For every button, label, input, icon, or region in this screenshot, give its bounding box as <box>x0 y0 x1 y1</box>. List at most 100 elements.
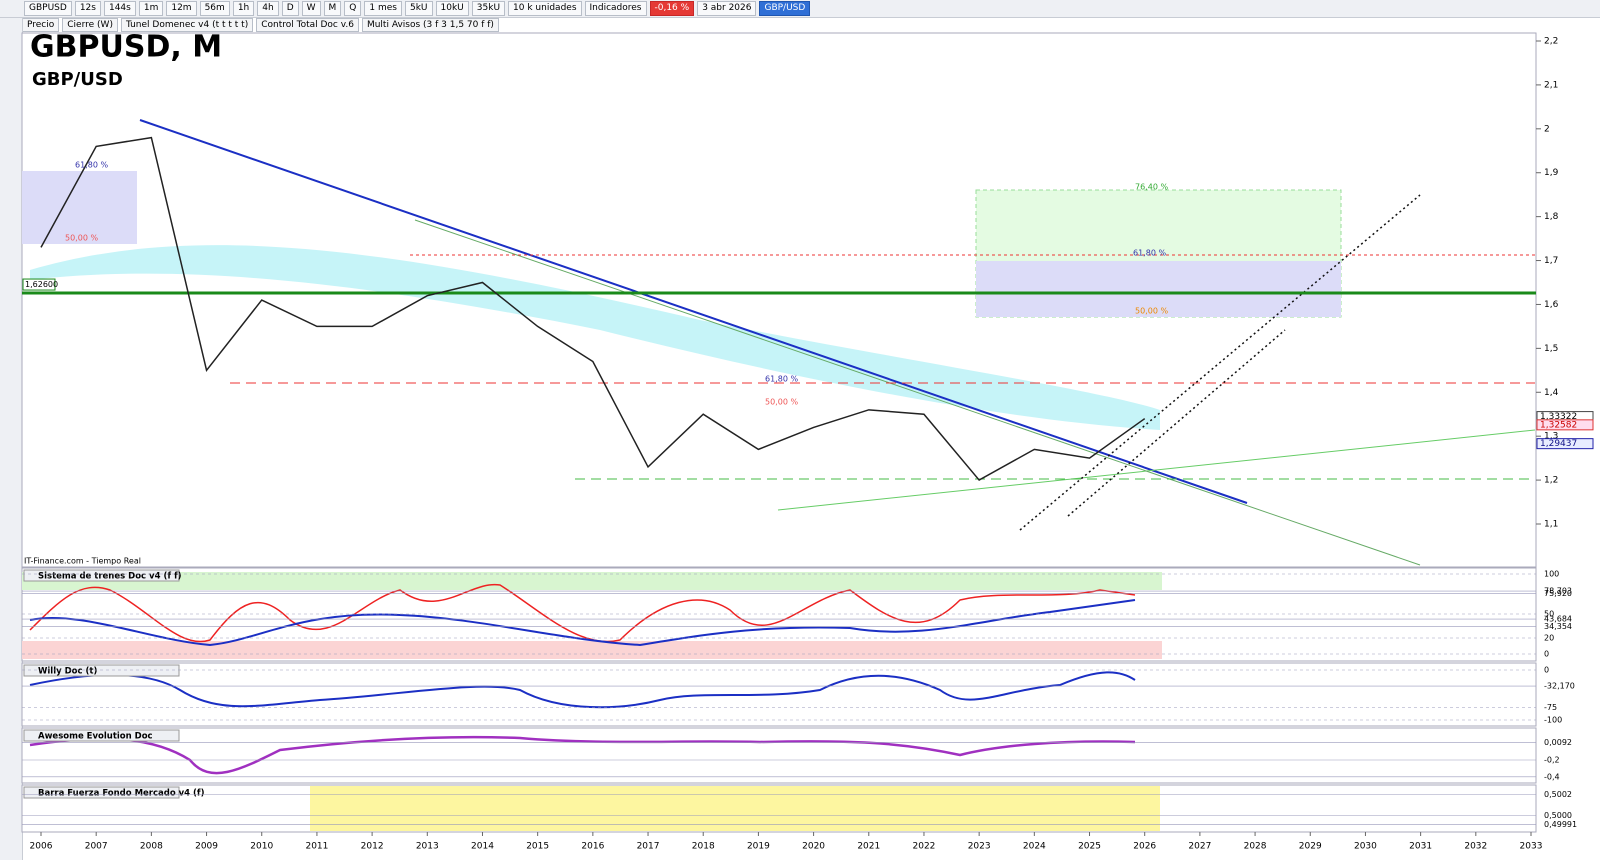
trendline <box>777 429 1536 511</box>
panel-title-bg <box>23 664 180 677</box>
oscillator <box>29 599 1136 647</box>
x-tick-label: 2017 <box>637 842 660 852</box>
price-tag-label: 1,33322 <box>1540 412 1577 422</box>
toolbar-button[interactable]: W <box>301 1 321 16</box>
toolbar-button[interactable]: 1h <box>232 1 255 16</box>
panel-tick-label: -0,4 <box>1544 772 1560 781</box>
fib-label: 50,00 % <box>65 234 98 243</box>
panel-title: Sistema de trenes Doc v4 (f f) <box>38 572 182 582</box>
x-tick-label: 2012 <box>361 842 384 852</box>
panel-tick-label: 20 <box>1544 634 1554 643</box>
level-label: 1,62600 <box>25 280 58 289</box>
level-tag <box>22 278 56 291</box>
oversold-band <box>22 641 1162 659</box>
toolbar-button[interactable]: 144s <box>103 1 136 16</box>
panel-tick-label: 0,5002 <box>1544 790 1572 799</box>
indicator-chip[interactable]: Cierre (W) <box>62 18 118 32</box>
panel-tick-label: 0,0092 <box>1544 738 1572 747</box>
panel-tick-label: 75,920 <box>1544 589 1572 598</box>
x-tick-label: 2024 <box>1023 842 1046 852</box>
panel-tick-label: 0 <box>1544 666 1549 675</box>
panel-title-bg <box>23 786 180 799</box>
x-tick-label: 2020 <box>802 842 825 852</box>
toolbar-button[interactable]: Indicadores <box>584 1 647 16</box>
toolbar-button[interactable]: 4h <box>257 1 279 16</box>
x-tick-label: 2022 <box>913 842 936 852</box>
toolbar-button[interactable]: M <box>323 1 342 16</box>
tunnel <box>30 245 1160 430</box>
fib-label: 61,80 % <box>1133 249 1166 258</box>
price-tag-label: 1,32582 <box>1540 420 1577 430</box>
x-tick-label: 2016 <box>581 842 604 852</box>
y-tick-label: 1,7 <box>1544 256 1558 266</box>
toolbar-button[interactable]: GBPUSD <box>24 1 72 16</box>
fib-label: 61,80 % <box>75 161 108 170</box>
fib-zone <box>22 171 137 244</box>
price-line <box>40 136 1146 482</box>
indicator-chip[interactable]: Tunel Domenec v4 (t t t t t) <box>120 18 254 32</box>
y-tick-label: 1,2 <box>1544 476 1558 486</box>
toolbar-button[interactable]: 1m <box>138 1 164 16</box>
fib-label: 50,00 % <box>765 398 798 407</box>
panel-tick-label: 100 <box>1544 570 1559 579</box>
panel-bg <box>21 727 1537 784</box>
toolbar-button[interactable]: 10 k unidades <box>508 1 582 16</box>
y-tick-label: 1,5 <box>1544 344 1558 354</box>
toolbar-button[interactable]: -0,16 % <box>649 1 695 16</box>
oscillator <box>29 735 1136 775</box>
toolbar-button[interactable]: D <box>281 1 299 16</box>
toolbar-button[interactable]: GBP/USD <box>759 1 811 16</box>
toolbar-button[interactable]: 5kU <box>404 1 433 16</box>
toolbar-button[interactable]: 12s <box>74 1 101 16</box>
y-tick-label: 2 <box>1544 124 1550 134</box>
x-tick-label: 2031 <box>1409 842 1432 852</box>
oscillator <box>29 671 1136 709</box>
panel-tick-label: 34,354 <box>1544 622 1572 631</box>
panel-title: Willy Doc (t) <box>38 667 97 677</box>
toolbar: GBPUSD 12s 144s 1m 12m 56m 1h 4h D W M Q 1 mes 5kU 10k… <box>0 0 1600 18</box>
price-tag <box>1536 438 1594 450</box>
x-tick-label: 2026 <box>1133 842 1156 852</box>
x-tick-label: 2033 <box>1520 842 1543 852</box>
y-tick-label: 2,2 <box>1544 37 1558 47</box>
indicator-bar: Precio Cierre (W) Tunel Domenec v4 (t t t … <box>22 18 499 32</box>
trendline <box>139 119 1248 504</box>
source: IT-Finance.com - Tiempo Real <box>24 557 141 566</box>
panel-title: Barra Fuerza Fondo Mercado v4 (f) <box>38 789 205 799</box>
x-tick-label: 2025 <box>1078 842 1101 852</box>
indicator-chip[interactable]: Multi Avisos (3 f 3 1,5 70 f f) <box>361 18 499 32</box>
panel-tick-label: 0,5000 <box>1544 811 1572 820</box>
toolbar-button[interactable]: 10kU <box>435 1 469 16</box>
panel-tick-label: -75 <box>1544 703 1557 712</box>
price-tag <box>1536 419 1594 431</box>
y-tick-label: 2,1 <box>1544 80 1558 90</box>
trendline <box>414 219 1421 566</box>
x-tick-label: 2010 <box>250 842 273 852</box>
x-tick-label: 2030 <box>1354 842 1377 852</box>
price-tag-label: 1,29437 <box>1540 439 1577 449</box>
chart-title: GBPUSD, M <box>30 30 222 65</box>
fib-label: 61,80 % <box>765 375 798 384</box>
toolbar-button[interactable]: 35kU <box>471 1 506 16</box>
panel-title-bg <box>23 569 180 582</box>
panel-tick-label: 0,49991 <box>1544 820 1577 829</box>
panel-tick-label: -100 <box>1544 716 1562 725</box>
x-tick-label: 2008 <box>140 842 163 852</box>
toolbar-button[interactable]: 1 mes <box>364 1 402 16</box>
x-tick-label: 2009 <box>195 842 218 852</box>
x-tick-label: 2018 <box>692 842 715 852</box>
x-tick-label: 2006 <box>30 842 53 852</box>
x-tick-label: 2011 <box>305 842 328 852</box>
toolbar-button[interactable]: 12m <box>166 1 197 16</box>
x-tick-label: 2029 <box>1299 842 1322 852</box>
fib-zone <box>976 261 1341 317</box>
toolbar-button[interactable]: 3 abr 2026 <box>697 1 757 16</box>
toolbar-button[interactable]: 56m <box>199 1 230 16</box>
panel-title: Awesome Evolution Doc <box>38 732 153 742</box>
x-tick-label: 2019 <box>747 842 770 852</box>
toolbar-button[interactable]: Q <box>344 1 362 16</box>
indicator-chip[interactable]: Control Total Doc v.6 <box>256 18 359 32</box>
y-tick-label: 1,6 <box>1544 300 1559 310</box>
x-tick-label: 2021 <box>857 842 880 852</box>
